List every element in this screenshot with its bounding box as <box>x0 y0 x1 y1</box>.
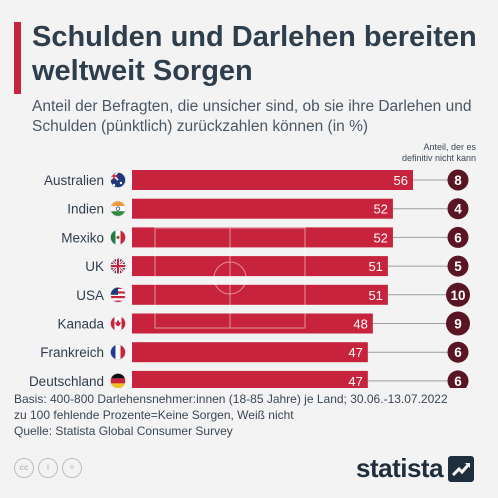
category-label: Mexiko <box>61 230 104 245</box>
flag-india-icon <box>110 200 126 217</box>
definitely-not-circle <box>447 255 469 277</box>
legend-label-line1: Anteil, der es <box>423 142 476 152</box>
license-icons: cc i = <box>14 458 82 478</box>
cc-icon: cc <box>14 458 34 478</box>
definitely-not-circle <box>447 226 469 248</box>
chart-title: Schulden und Darlehen bereiten weltweit … <box>32 21 477 87</box>
flag-germany-icon <box>110 373 126 388</box>
bar-row: Australien 56 8 <box>44 169 469 191</box>
definitely-not-value: 4 <box>454 202 462 217</box>
bar-row: Deutschland 47 6 <box>29 370 469 388</box>
bar-value-label: 56 <box>394 173 408 188</box>
bar <box>132 170 413 190</box>
bar-value-label: 47 <box>348 345 362 360</box>
definitely-not-value: 6 <box>454 374 462 388</box>
category-label: Frankreich <box>40 345 104 360</box>
category-label: UK <box>85 259 104 274</box>
flag-mexico-icon <box>110 229 126 246</box>
category-label: Indien <box>67 202 104 217</box>
category-label: Australien <box>44 173 104 188</box>
bar-value-label: 52 <box>373 202 387 217</box>
title-accent-bar <box>14 22 21 94</box>
bar-value-label: 47 <box>348 374 362 388</box>
bar <box>132 256 388 277</box>
bar-row: UK 51 5 <box>85 255 469 277</box>
chart-subtitle: Anteil der Befragten, die unsicher sind,… <box>32 98 472 135</box>
legend-label-line2: definitiv nicht kann <box>402 153 476 163</box>
pitch-overlay <box>154 227 306 329</box>
category-label: USA <box>76 288 104 303</box>
bar <box>132 284 388 305</box>
flag-uk-icon <box>110 258 126 274</box>
statista-mark-icon <box>448 455 475 482</box>
source-note: Quelle: Statista Global Consumer Survey <box>14 424 233 438</box>
flag-australia-icon <box>110 172 126 188</box>
bar-row: Kanada 48 9 <box>57 311 470 336</box>
percentage-note: zu 100 fehlende Prozente=Keine Sorgen, W… <box>14 408 294 422</box>
definitely-not-value: 8 <box>454 173 462 188</box>
bar-value-label: 52 <box>373 230 387 245</box>
bar-value-label: 51 <box>368 259 382 274</box>
definitely-not-value: 5 <box>454 259 462 274</box>
bar-row: Indien 52 4 <box>67 198 469 220</box>
flag-usa-icon <box>110 286 126 303</box>
bar <box>132 198 393 219</box>
footer-notes: Basis: 400-800 Darlehensnehmer:innen (18… <box>14 391 494 439</box>
definitely-not-value: 6 <box>454 345 462 360</box>
bar-row: USA 51 10 <box>76 282 470 307</box>
definitely-not-circle <box>447 198 469 220</box>
flag-france-icon <box>110 344 126 361</box>
statista-logo[interactable]: statista <box>356 453 475 484</box>
bar-value-label: 51 <box>368 288 382 303</box>
bar <box>132 313 373 334</box>
bar-row: Mexiko 52 6 <box>61 226 469 248</box>
basis-note: Basis: 400-800 Darlehensnehmer:innen (18… <box>14 392 448 406</box>
bar-row: Frankreich 47 6 <box>40 341 469 363</box>
logo-text: statista <box>356 453 444 483</box>
definitely-not-circle <box>447 341 469 363</box>
attribution-icon: i <box>38 458 58 478</box>
definitely-not-value: 9 <box>454 317 462 332</box>
no-derivatives-icon: = <box>62 458 82 478</box>
definitely-not-circle <box>447 169 469 191</box>
definitely-not-circle <box>446 282 470 307</box>
bar <box>132 342 368 363</box>
definitely-not-circle <box>446 311 470 336</box>
category-label: Kanada <box>57 317 104 332</box>
definitely-not-circle <box>447 370 469 388</box>
definitely-not-value: 6 <box>454 230 462 245</box>
bar <box>132 227 393 248</box>
category-label: Deutschland <box>29 374 104 388</box>
bar-value-label: 48 <box>353 317 367 332</box>
bar-chart: Anteil, der es definitiv nicht kann Aust… <box>29 142 476 388</box>
definitely-not-value: 10 <box>450 288 465 303</box>
flag-canada-icon <box>110 315 126 332</box>
bar <box>132 370 368 388</box>
